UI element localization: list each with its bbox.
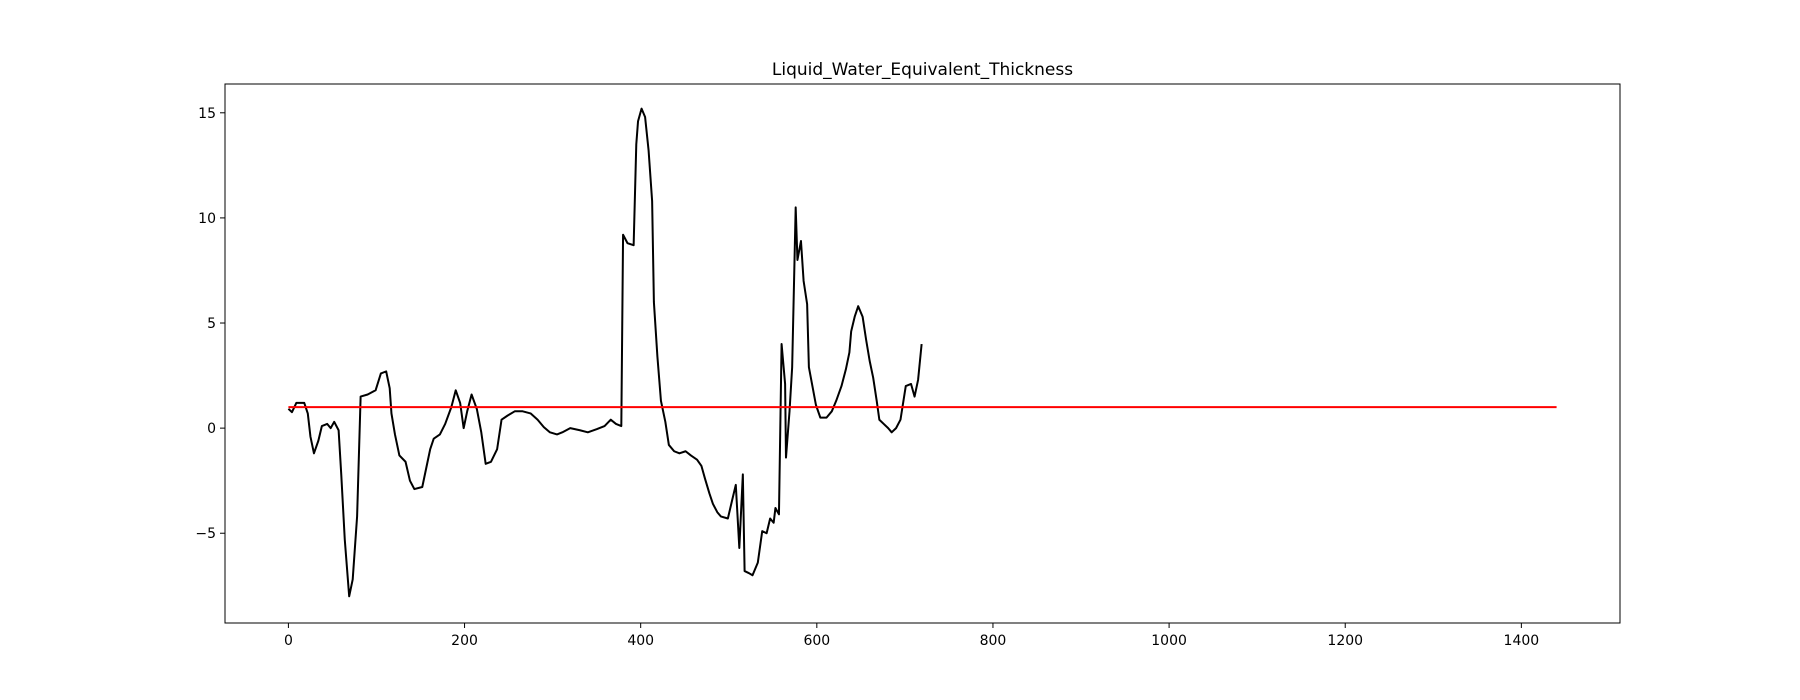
x-tick-label: 1400: [1504, 633, 1540, 649]
x-tick-label: 800: [980, 633, 1007, 649]
x-tick-label: 1000: [1151, 633, 1187, 649]
x-tick-label: 0: [284, 633, 293, 649]
y-tick-label: 15: [198, 106, 216, 122]
y-tick-label: 0: [207, 421, 216, 437]
plot-frame: [224, 83, 1621, 624]
y-tick-label: 10: [198, 211, 216, 227]
x-tick-label: 600: [803, 633, 830, 649]
y-tick-label: 5: [207, 316, 216, 332]
x-tick-label: 1200: [1327, 633, 1363, 649]
chart-title: Liquid_Water_Equivalent_Thickness: [772, 60, 1073, 80]
x-tick-label: 400: [627, 633, 654, 649]
x-tick-label: 200: [451, 633, 478, 649]
y-tick-label: −5: [195, 526, 216, 542]
data-line: [287, 107, 923, 598]
